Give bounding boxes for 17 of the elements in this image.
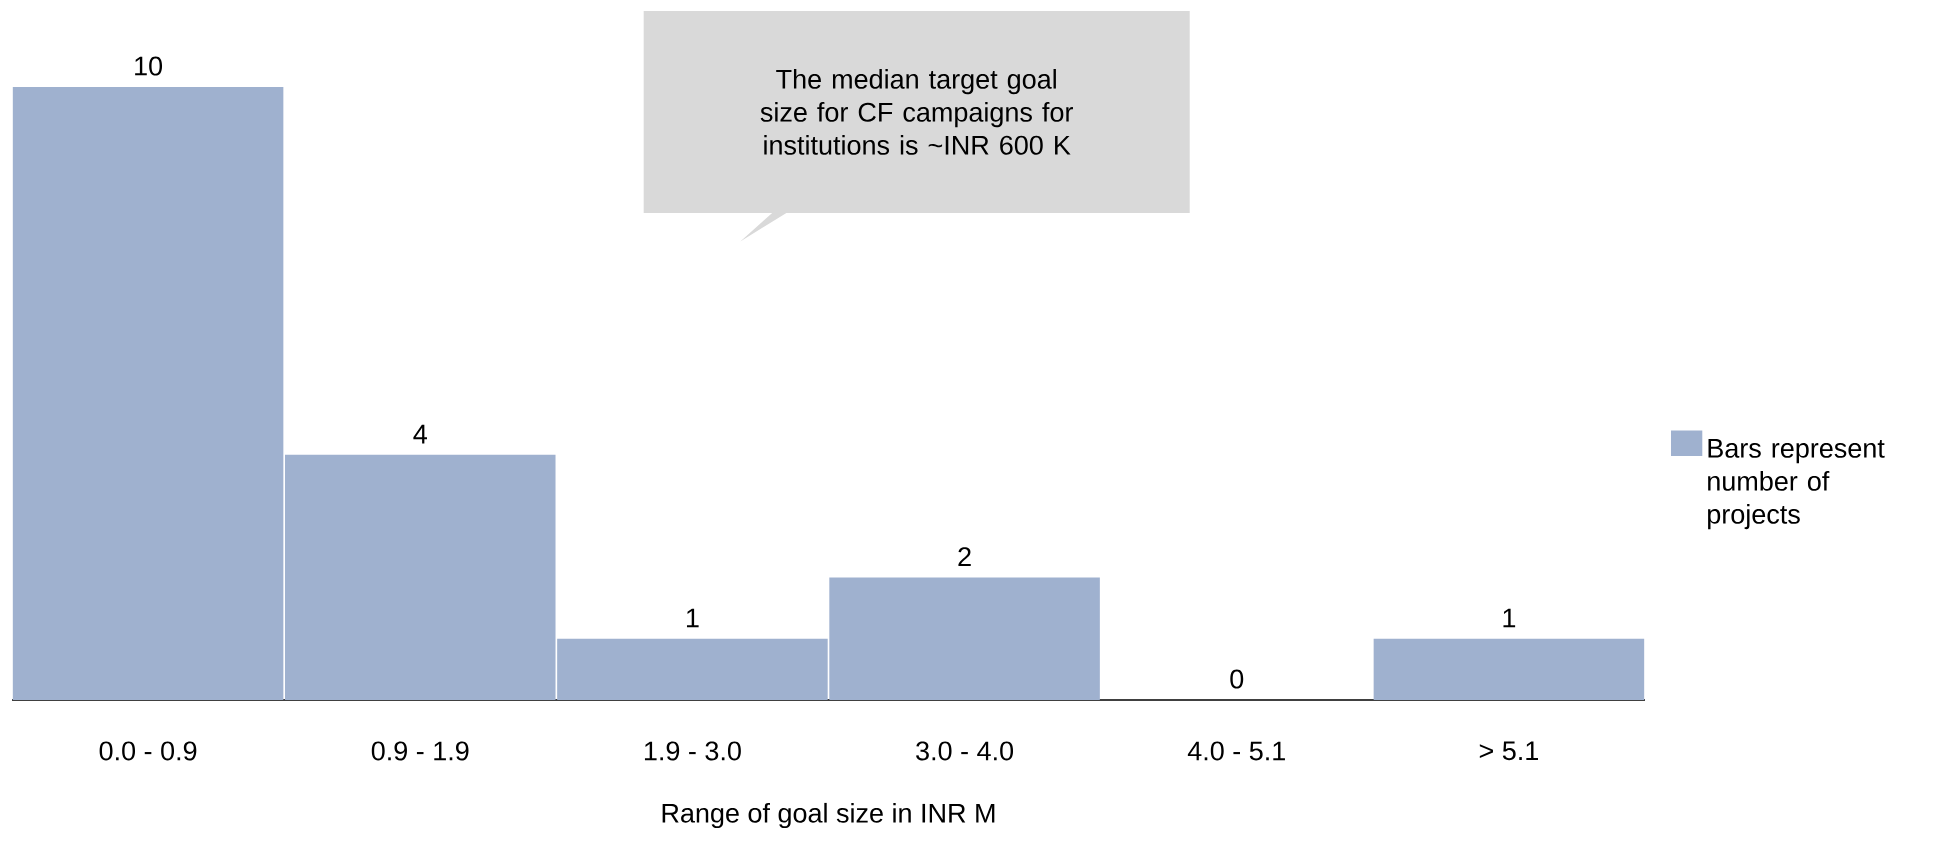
data-label: 0 (1230, 669, 1244, 689)
data-label: 1 (1503, 608, 1516, 628)
x-tick-label: 4.0 - 5.1 (1187, 741, 1285, 761)
bar (1373, 638, 1645, 700)
x-tick-label: 0.9 - 1.9 (371, 741, 469, 761)
x-tick-label: 0.0 - 0.9 (99, 741, 197, 761)
x-tick-label: > 5.1 (1479, 741, 1538, 761)
data-label: 4 (413, 424, 427, 444)
data-label: 10 (135, 56, 163, 76)
x-axis-title: Range of goal size in INR M (662, 802, 995, 829)
x-tick-label: 3.0 - 4.0 (916, 741, 1014, 761)
bar (12, 87, 284, 700)
data-label: 2 (958, 547, 971, 567)
annotation: The median target goal size for CF campaigns for institutions is ~INR 600 K (760, 68, 1073, 155)
x-tick-label: 1.9 - 3.0 (644, 741, 741, 761)
data-label: 1 (686, 608, 699, 628)
legend-label: Bars represent number of projects (1708, 438, 1885, 530)
